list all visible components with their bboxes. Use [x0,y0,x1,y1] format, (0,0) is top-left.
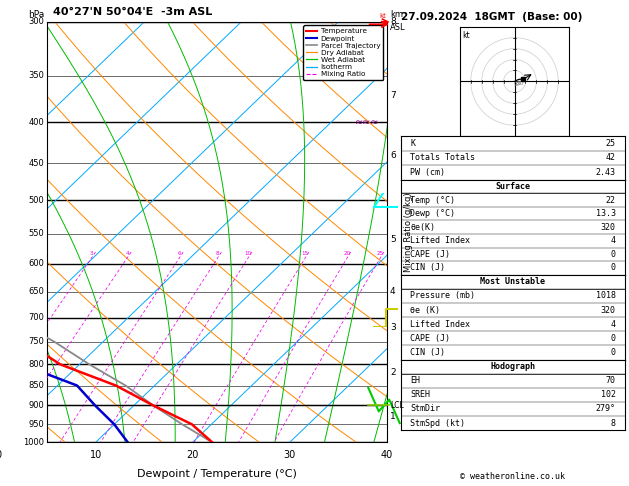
Text: θe(K): θe(K) [410,223,435,232]
Text: 0: 0 [0,450,2,460]
Text: 40°27'N 50°04'E  -3m ASL: 40°27'N 50°04'E -3m ASL [53,7,213,17]
Text: 400: 400 [28,118,44,127]
Text: 500: 500 [28,196,44,205]
Text: 13.3: 13.3 [596,209,616,218]
Text: 25: 25 [606,139,616,148]
Text: 102: 102 [601,390,616,399]
Text: StmSpd (kt): StmSpd (kt) [410,418,465,428]
Text: CIN (J): CIN (J) [410,348,445,357]
Text: 27.09.2024  18GMT  (Base: 00): 27.09.2024 18GMT (Base: 00) [401,12,582,22]
Text: CAPE (J): CAPE (J) [410,334,450,343]
Text: 1018: 1018 [596,291,616,300]
Text: Temp (°C): Temp (°C) [410,196,455,205]
Text: PW (cm): PW (cm) [410,168,445,177]
Text: © weatheronline.co.uk: © weatheronline.co.uk [460,472,565,481]
Text: 20: 20 [187,450,199,460]
Text: 1: 1 [390,413,396,421]
Text: 950: 950 [28,420,44,429]
Text: 3: 3 [90,251,93,256]
Text: 30: 30 [284,450,296,460]
Text: kt: kt [462,31,470,40]
Text: 320: 320 [601,223,616,232]
Text: 1000: 1000 [23,438,44,447]
Text: 2: 2 [390,368,396,378]
Text: ≈≈≈: ≈≈≈ [355,117,379,127]
Text: StmDir: StmDir [410,404,440,414]
Text: hPa: hPa [28,10,44,19]
Legend: Temperature, Dewpoint, Parcel Trajectory, Dry Adiabat, Wet Adiabat, Isotherm, Mi: Temperature, Dewpoint, Parcel Trajectory… [303,25,383,80]
Text: 4: 4 [611,236,616,245]
Text: 800: 800 [28,360,44,369]
Text: 600: 600 [28,260,44,268]
Text: 92: 92 [514,82,520,87]
Text: 8: 8 [390,17,396,26]
Text: 900: 900 [28,401,44,410]
Text: 279°: 279° [596,404,616,414]
Text: 550: 550 [28,229,44,238]
Text: CIN (J): CIN (J) [410,263,445,272]
Text: ASL: ASL [390,22,406,32]
Text: 4: 4 [125,251,129,256]
Text: Surface: Surface [496,182,530,191]
Text: 0: 0 [611,250,616,259]
Text: 750: 750 [28,337,44,347]
Text: 10: 10 [89,450,102,460]
Text: 6: 6 [177,251,181,256]
Text: Hodograph: Hodograph [491,362,535,371]
Text: 0: 0 [611,263,616,272]
Text: km: km [390,10,403,19]
Text: 40: 40 [381,450,393,460]
Text: 3: 3 [390,323,396,332]
Text: 8: 8 [611,418,616,428]
Text: 0: 0 [611,334,616,343]
Text: 15: 15 [302,251,309,256]
Text: 300: 300 [28,17,44,26]
Text: 320: 320 [601,306,616,314]
Text: kt: kt [379,13,386,19]
Text: Pressure (mb): Pressure (mb) [410,291,476,300]
Text: 85: 85 [516,81,522,86]
Text: 70: 70 [606,376,616,385]
Text: 5: 5 [390,235,396,244]
Text: 20: 20 [343,251,350,256]
Text: 2.43: 2.43 [596,168,616,177]
Text: 450: 450 [28,159,44,168]
Text: 42: 42 [606,154,616,162]
Text: 22: 22 [606,196,616,205]
Text: Mixing Ratio (g/kg): Mixing Ratio (g/kg) [404,192,413,272]
Text: SREH: SREH [410,390,430,399]
Text: 700: 700 [28,313,44,322]
Text: EH: EH [410,376,420,385]
Text: Dewp (°C): Dewp (°C) [410,209,455,218]
Text: 10: 10 [245,251,252,256]
Text: CAPE (J): CAPE (J) [410,250,450,259]
Text: 4: 4 [390,287,396,296]
Text: Dewpoint / Temperature (°C): Dewpoint / Temperature (°C) [137,469,297,479]
Text: 350: 350 [28,71,44,80]
Text: 6: 6 [390,151,396,160]
Text: 70: 70 [518,81,524,86]
Text: 8: 8 [216,251,220,256]
Text: Lifted Index: Lifted Index [410,236,470,245]
Text: 850: 850 [28,381,44,390]
Text: Totals Totals: Totals Totals [410,154,476,162]
Text: θe (K): θe (K) [410,306,440,314]
Text: 25: 25 [377,251,384,256]
Text: 4: 4 [611,320,616,329]
Text: Lifted Index: Lifted Index [410,320,470,329]
Text: 650: 650 [28,287,44,296]
Text: 0: 0 [611,348,616,357]
Text: Most Unstable: Most Unstable [481,277,545,286]
Text: LCL: LCL [390,401,404,410]
Text: 7: 7 [390,90,396,100]
Text: K: K [410,139,415,148]
